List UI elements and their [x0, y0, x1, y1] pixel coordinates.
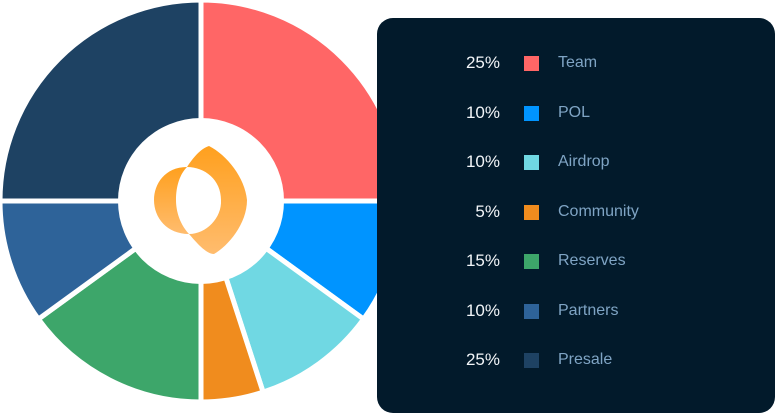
legend-item: 10% Partners	[377, 301, 775, 321]
legend-swatch	[524, 304, 539, 319]
legend-percent: 25%	[465, 53, 500, 72]
legend-percent: 10%	[465, 301, 500, 320]
legend-label: Airdrop	[558, 153, 610, 170]
legend-swatch	[524, 106, 539, 121]
legend-panel: 25% Team 10% POL 10% Airdrop 5% Communit…	[377, 18, 775, 413]
legend-item: 15% Reserves	[377, 251, 775, 271]
legend-swatch	[524, 353, 539, 368]
legend-item: 25% Team	[377, 53, 775, 73]
legend-percent: 5%	[475, 202, 500, 221]
legend-percent: 10%	[465, 152, 500, 171]
legend-item: 5% Community	[377, 202, 775, 222]
donut-hole	[118, 118, 284, 284]
donut-chart	[0, 0, 402, 402]
legend-label: Presale	[558, 351, 613, 368]
legend-swatch	[524, 205, 539, 220]
legend-item: 10% POL	[377, 103, 775, 123]
legend-label: Reserves	[558, 252, 626, 269]
legend-swatch	[524, 56, 539, 71]
legend-swatch	[524, 254, 539, 269]
legend-percent: 25%	[465, 350, 500, 369]
legend-item: 10% Airdrop	[377, 152, 775, 172]
legend-percent: 15%	[465, 251, 500, 270]
legend-label: POL	[558, 104, 591, 121]
legend-label: Community	[558, 203, 639, 220]
legend-label: Team	[558, 54, 598, 71]
logo-icon	[154, 146, 247, 254]
legend-swatch	[524, 155, 539, 170]
legend-label: Partners	[558, 302, 619, 319]
legend-percent: 10%	[465, 103, 500, 122]
legend-item: 25% Presale	[377, 350, 775, 370]
